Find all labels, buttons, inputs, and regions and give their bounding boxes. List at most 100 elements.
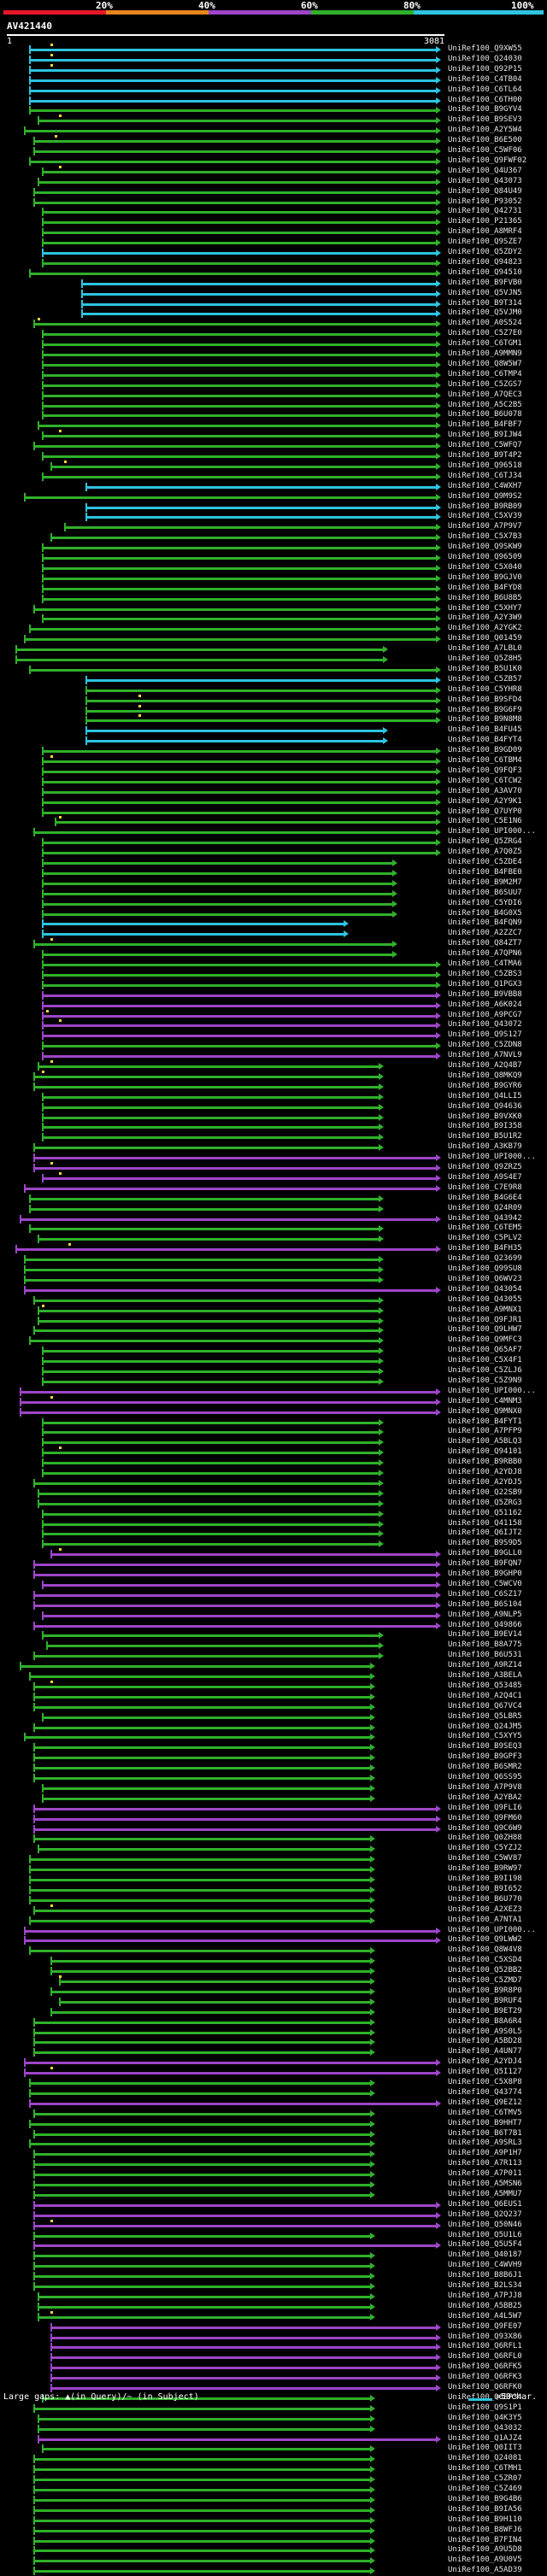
hit-name-link[interactable]: UniRef100_A5BD28 (448, 2037, 522, 2046)
hit-alignment-bar[interactable] (37, 1502, 380, 1505)
hit-alignment-bar[interactable] (41, 587, 437, 590)
hit-row[interactable]: UniRef100_A7NTA1 (0, 1916, 547, 1926)
hit-row[interactable]: UniRef100_A7P9V8 (0, 1783, 547, 1793)
hit-row[interactable]: UniRef100_B6U531 (0, 1651, 547, 1661)
hit-name-link[interactable]: UniRef100_A6K024 (448, 1000, 522, 1009)
hit-alignment-bar[interactable] (32, 2244, 437, 2248)
hit-row[interactable]: UniRef100_B4FYT1 (0, 1417, 547, 1428)
hit-alignment-bar[interactable] (32, 2234, 372, 2238)
hit-name-link[interactable]: UniRef100_UPI000... (448, 1153, 536, 1162)
hit-alignment-bar[interactable] (59, 2000, 372, 2004)
hit-alignment-bar[interactable] (37, 2417, 372, 2421)
hit-name-link[interactable]: UniRef100_B9N8M8 (448, 715, 522, 725)
hit-row[interactable]: UniRef100_C5XHY7 (0, 604, 547, 614)
hit-alignment-bar[interactable] (41, 1055, 437, 1059)
hit-row[interactable]: UniRef100_B2LS34 (0, 2281, 547, 2291)
hit-row[interactable]: UniRef100_Q5U5F4 (0, 2240, 547, 2250)
hit-alignment-bar[interactable] (28, 272, 437, 275)
hit-alignment-bar[interactable] (24, 1288, 437, 1292)
hit-name-link[interactable]: UniRef100_P93052 (448, 197, 522, 206)
hit-row[interactable]: UniRef100_C6TEM5 (0, 1223, 547, 1234)
hit-name-link[interactable]: UniRef100_C6TL64 (448, 85, 522, 94)
hit-name-link[interactable]: UniRef100_C6TMV5 (448, 2108, 522, 2117)
hit-row[interactable]: UniRef100_Q24JM5 (0, 1722, 547, 1733)
hit-row[interactable]: UniRef100_A2Y9K1 (0, 797, 547, 807)
hit-name-link[interactable]: UniRef100_A2XEZ3 (448, 1904, 522, 1914)
hit-row[interactable]: UniRef100_B9RW97 (0, 1864, 547, 1875)
hit-alignment-bar[interactable] (41, 242, 437, 245)
hit-name-link[interactable]: UniRef100_B9RUF4 (448, 1996, 522, 2005)
hit-row[interactable]: UniRef100_Q6RFL0 (0, 2352, 547, 2362)
hit-row[interactable]: UniRef100_C4WVH9 (0, 2261, 547, 2271)
hit-name-link[interactable]: UniRef100_A2ZZC7 (448, 929, 522, 938)
hit-name-link[interactable]: UniRef100_Q6RFL0 (448, 2352, 522, 2362)
hit-name-link[interactable]: UniRef100_Q5VJN5 (448, 288, 522, 297)
hit-row[interactable]: UniRef100_Q52BB2 (0, 1966, 547, 1976)
hit-name-link[interactable]: UniRef100_A7QEC3 (448, 390, 522, 399)
hit-name-link[interactable]: UniRef100_A5BB25 (448, 2301, 522, 2310)
hit-row[interactable]: UniRef100_C5Z469 (0, 2485, 547, 2495)
hit-name-link[interactable]: UniRef100_Q6RFK0 (448, 2383, 522, 2391)
hit-row[interactable]: UniRef100_Q0ZH88 (0, 1834, 547, 1844)
hit-row[interactable]: UniRef100_Q99SU8 (0, 1265, 547, 1275)
hit-name-link[interactable]: UniRef100_B9I198 (448, 1875, 522, 1883)
hit-name-link[interactable]: UniRef100_Q9FQF3 (448, 766, 522, 775)
hit-alignment-bar[interactable] (32, 1574, 437, 1576)
hit-alignment-bar[interactable] (32, 1777, 372, 1780)
hit-name-link[interactable]: UniRef100_B6SUU7 (448, 888, 522, 897)
hit-row[interactable]: UniRef100_B4FBE0 (0, 868, 547, 878)
hit-alignment-bar[interactable] (41, 882, 393, 885)
hit-row[interactable]: UniRef100_C5X7B3 (0, 532, 547, 543)
hit-alignment-bar[interactable] (55, 821, 437, 824)
hit-row[interactable]: UniRef100_B9S9D5 (0, 1539, 547, 1549)
hit-row[interactable]: UniRef100_Q0IIT3 (0, 2444, 547, 2454)
hit-name-link[interactable]: UniRef100_Q65AF7 (448, 1346, 522, 1355)
hit-row[interactable]: UniRef100_Q5VJM0 (0, 308, 547, 319)
hit-name-link[interactable]: UniRef100_B9GYV4 (448, 105, 522, 114)
hit-name-link[interactable]: UniRef100_B9GPF3 (448, 1752, 522, 1762)
hit-row[interactable]: UniRef100_B9FVB0 (0, 279, 547, 289)
hit-row[interactable]: UniRef100_UPI000... (0, 1153, 547, 1163)
hit-alignment-bar[interactable] (28, 2122, 372, 2126)
hit-alignment-bar[interactable] (20, 1665, 372, 1669)
hit-row[interactable]: UniRef100_A5MMU7 (0, 2190, 547, 2200)
hit-row[interactable]: UniRef100_A9NLP5 (0, 1611, 547, 1621)
hit-alignment-bar[interactable] (37, 425, 437, 428)
hit-name-link[interactable]: UniRef100_B9VXK0 (448, 1112, 522, 1121)
hit-name-link[interactable]: UniRef100_C5ZMD7 (448, 1976, 522, 1985)
hit-row[interactable]: UniRef100_A0S524 (0, 318, 547, 329)
hit-name-link[interactable]: UniRef100_A9PCG7 (448, 1010, 522, 1019)
hit-name-link[interactable]: UniRef100_B6U8B5 (448, 593, 522, 602)
hit-row[interactable]: UniRef100_A2YDJ8 (0, 1468, 547, 1478)
hit-alignment-bar[interactable] (15, 659, 385, 661)
hit-alignment-bar[interactable] (28, 58, 437, 62)
hit-name-link[interactable]: UniRef100_B9HHT7 (448, 2118, 522, 2127)
hit-alignment-bar[interactable] (32, 2214, 437, 2217)
hit-name-link[interactable]: UniRef100_Q9SKW9 (448, 543, 522, 552)
hit-alignment-bar[interactable] (32, 2184, 372, 2186)
hit-row[interactable]: UniRef100_A9U5D8 (0, 2545, 547, 2555)
hit-alignment-bar[interactable] (41, 994, 437, 997)
hit-alignment-bar[interactable] (41, 343, 437, 347)
hit-row[interactable]: UniRef100_A2YDJ4 (0, 2057, 547, 2068)
hit-name-link[interactable]: UniRef100_Q96509 (448, 553, 522, 561)
hit-row[interactable]: UniRef100_Q6SS95 (0, 1773, 547, 1783)
hit-alignment-bar[interactable] (32, 2407, 372, 2410)
hit-row[interactable]: UniRef100_Q5U1L6 (0, 2231, 547, 2241)
hit-alignment-bar[interactable] (37, 2315, 372, 2319)
hit-alignment-bar[interactable] (41, 1797, 372, 1800)
hit-row[interactable]: UniRef100_A9S4E7 (0, 1171, 547, 1183)
hit-name-link[interactable]: UniRef100_Q5Z8H5 (448, 654, 522, 663)
hit-alignment-bar[interactable] (85, 689, 437, 692)
hit-alignment-bar[interactable] (41, 1533, 380, 1536)
hit-row[interactable]: UniRef100_Q24R09 (0, 1204, 547, 1214)
hit-alignment-bar[interactable] (28, 1919, 372, 1922)
hit-row[interactable]: UniRef100_A7P011 (0, 2169, 547, 2180)
hit-alignment-bar[interactable] (32, 1757, 372, 1760)
hit-name-link[interactable]: UniRef100_B9S9D5 (448, 1539, 522, 1548)
hit-name-link[interactable]: UniRef100_B8A6R4 (448, 2016, 522, 2026)
hit-row[interactable]: UniRef100_Q43032 (0, 2424, 547, 2434)
hit-row[interactable]: UniRef100_A9RZ14 (0, 1661, 547, 1671)
hit-row[interactable]: UniRef100_Q8W5W7 (0, 360, 547, 370)
hit-row[interactable]: UniRef100_B9M2M7 (0, 878, 547, 889)
